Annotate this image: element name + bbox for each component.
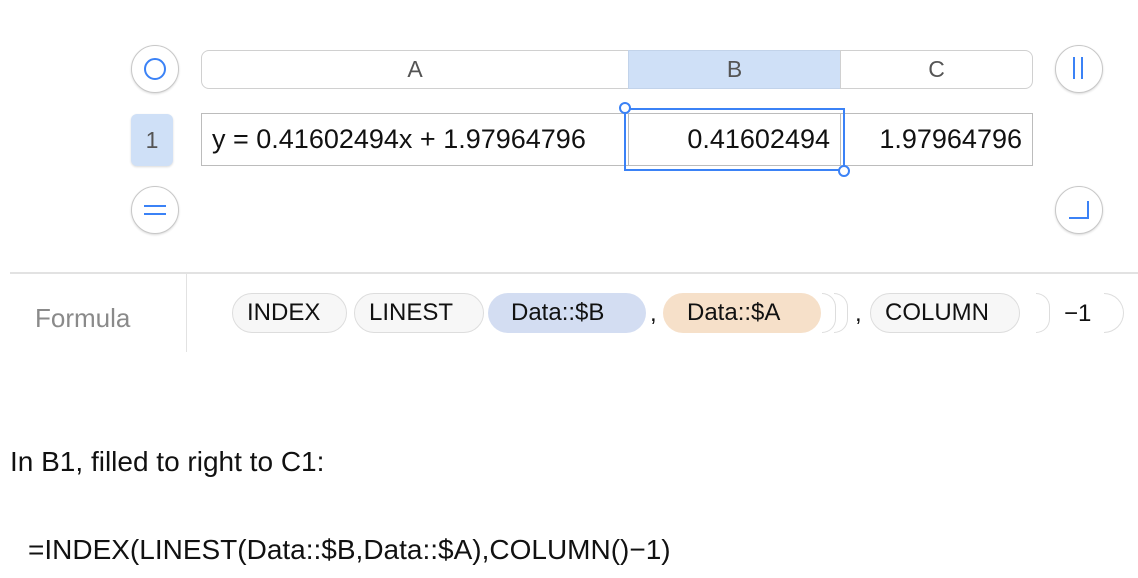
formula-text: =INDEX(LINEST(Data::$B,Data::$A),COLUMN(… — [28, 534, 671, 565]
selection-outline — [624, 108, 845, 171]
caption: In B1, filled to right to C1: — [10, 446, 325, 477]
circle-icon — [144, 58, 166, 80]
row-header-1[interactable]: 1 — [131, 114, 173, 166]
token-ref-b[interactable]: Data::$B — [488, 293, 646, 333]
token-minus-one: −1 — [1064, 300, 1092, 327]
selection-handle-top-left[interactable] — [619, 102, 631, 114]
close-paren-end — [1104, 293, 1124, 333]
cell-a1[interactable]: y = 0.41602494x + 1.97964796 — [201, 113, 629, 166]
pause-bars-icon — [1073, 57, 1083, 79]
equals-icon — [144, 205, 166, 215]
corner-icon — [1069, 201, 1089, 219]
token-comma-2: , — [855, 300, 862, 327]
select-table-button[interactable] — [131, 45, 179, 93]
token-column[interactable]: COLUMN — [870, 293, 1020, 333]
token-ref-a[interactable]: Data::$A — [663, 293, 821, 333]
token-index[interactable]: INDEX — [232, 293, 347, 333]
formula-divider — [186, 274, 187, 352]
column-header-c[interactable]: C — [840, 50, 1033, 89]
add-row-handle[interactable] — [131, 186, 179, 234]
cell-c1[interactable]: 1.97964796 — [840, 113, 1033, 166]
divider — [10, 272, 1138, 274]
close-paren-column — [1036, 293, 1050, 333]
formula-label: Formula — [35, 303, 131, 333]
column-header-b[interactable]: B — [628, 50, 841, 89]
selection-handle-bottom-right[interactable] — [838, 165, 850, 177]
token-comma: , — [650, 300, 657, 327]
token-linest[interactable]: LINEST — [354, 293, 484, 333]
close-paren-index — [834, 293, 848, 333]
resize-table-handle[interactable] — [1055, 186, 1103, 234]
cell-b1[interactable]: 0.41602494 — [628, 113, 841, 166]
column-header-a[interactable]: A — [201, 50, 629, 89]
add-column-handle[interactable] — [1055, 45, 1103, 93]
